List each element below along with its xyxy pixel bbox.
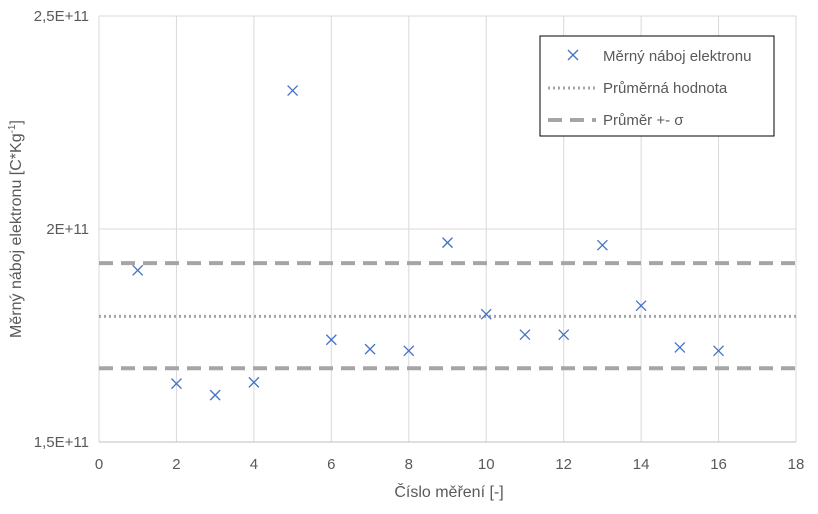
data-point	[403, 345, 415, 357]
data-point	[248, 376, 260, 388]
y-tick-labels: 1,5E+11 2E+11 2,5E+11	[34, 8, 89, 451]
x-tick-label: 6	[327, 456, 335, 473]
x-tick-label: 8	[405, 456, 413, 473]
data-point	[170, 378, 182, 390]
y-tick-label: 2,5E+11	[34, 8, 89, 25]
data-point-stroke	[287, 85, 299, 97]
y-tick-label: 2E+11	[46, 221, 89, 238]
data-point	[209, 389, 221, 401]
data-point	[713, 345, 725, 357]
legend-label-mean: Průměrná hodnota	[603, 80, 728, 97]
data-point-stroke	[674, 341, 686, 353]
x-tick-label: 12	[555, 456, 572, 473]
data-point-stroke	[170, 378, 182, 390]
data-point-stroke	[364, 343, 376, 355]
y-axis-title-end: ]	[8, 120, 25, 124]
data-point	[596, 239, 608, 251]
legend-label-sigma: Průměr +- σ	[603, 112, 684, 129]
x-tick-label: 10	[478, 456, 495, 473]
y-axis-title: Měrný náboj elektronu [C*Kg-1]	[7, 120, 25, 338]
data-point	[442, 237, 453, 249]
x-tick-label: 16	[710, 456, 727, 473]
legend-marker-icon	[567, 49, 579, 61]
y-tick-label: 1,5E+11	[34, 434, 89, 451]
data-point-stroke	[209, 389, 221, 401]
legend-label-series: Měrný náboj elektronu	[603, 48, 751, 65]
data-points	[132, 85, 725, 401]
x-tick-labels: 0 2 4 6 8 10 12 14 16 18	[95, 456, 805, 473]
data-point-stroke	[635, 300, 647, 312]
x-tick-label: 4	[250, 456, 258, 473]
data-point	[287, 85, 299, 97]
data-point-stroke	[325, 334, 337, 346]
data-point	[132, 264, 144, 276]
reference-lines	[99, 261, 796, 371]
data-point	[558, 329, 570, 341]
x-tick-label: 14	[633, 456, 650, 473]
x-tick-label: 2	[172, 456, 180, 473]
data-point	[480, 308, 492, 320]
data-point-stroke	[480, 308, 492, 320]
data-point	[325, 334, 337, 346]
x-tick-label: 18	[788, 456, 805, 473]
data-point	[519, 329, 531, 341]
data-point-stroke	[248, 376, 260, 388]
x-axis-title: Číslo měření [-]	[394, 482, 503, 501]
x-tick-label: 0	[95, 456, 103, 473]
y-axis-title-main: Měrný náboj elektronu [C*Kg	[8, 133, 25, 338]
legend: Měrný náboj elektronu Průměrná hodnota P…	[539, 35, 775, 137]
data-point	[635, 300, 647, 312]
data-point-stroke	[403, 345, 415, 357]
y-axis-title-superscript: -1	[7, 124, 18, 133]
data-point-stroke	[713, 345, 725, 357]
data-point-stroke	[442, 237, 453, 249]
data-point-stroke	[519, 329, 531, 341]
data-point-stroke	[132, 264, 144, 276]
data-point-stroke	[558, 329, 570, 341]
data-point	[674, 341, 686, 353]
data-point-stroke	[596, 239, 608, 251]
data-point	[364, 343, 376, 355]
